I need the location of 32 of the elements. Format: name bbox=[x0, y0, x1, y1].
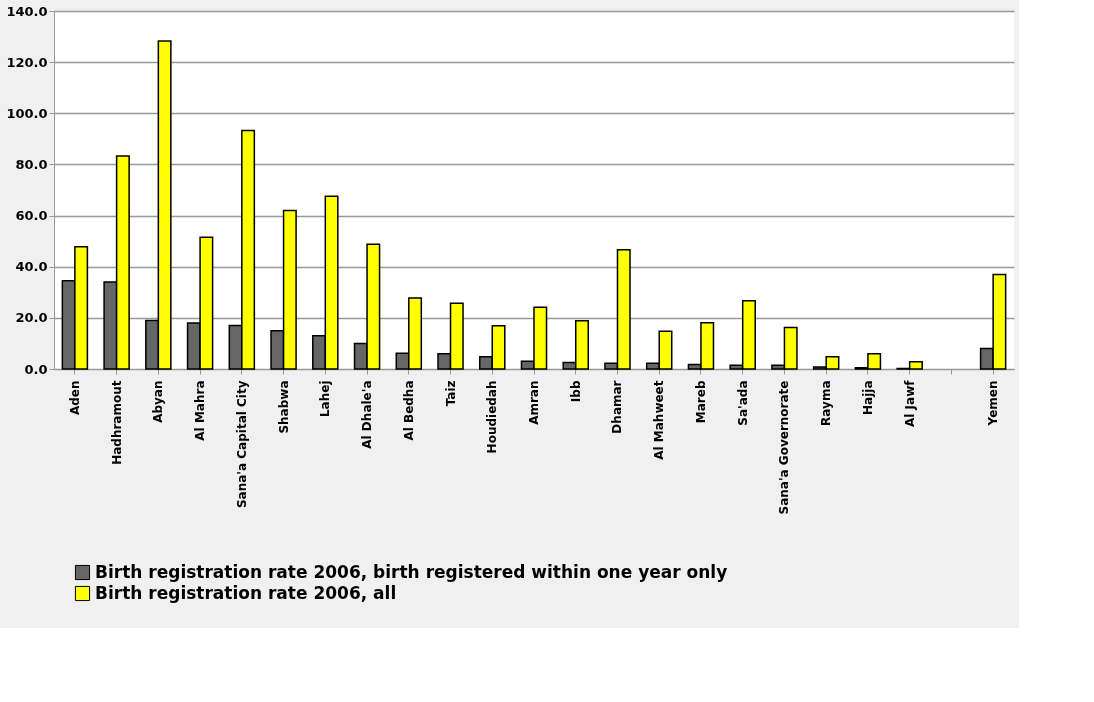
y-tick-label: 40.0 bbox=[15, 259, 48, 275]
x-tick-label: Al Jawf bbox=[902, 379, 917, 427]
x-tick-label: Ibb bbox=[568, 380, 583, 403]
x-tick-label: Al Bedha bbox=[401, 380, 416, 441]
x-tick-label: Amran bbox=[527, 380, 541, 425]
x-tick-label: Aden bbox=[67, 380, 82, 416]
x-tick-label: Hajja bbox=[860, 380, 875, 415]
y-tick-label: 20.0 bbox=[15, 310, 48, 326]
x-tick-label: Sana'a Capital City bbox=[234, 380, 249, 509]
legend-label: Birth registration rate 2006, birth registered within one year only bbox=[95, 561, 728, 582]
x-tick-label: Al Mahweet bbox=[652, 380, 667, 460]
x-tick-label: Lahej bbox=[318, 380, 333, 418]
y-tick-label: 100.0 bbox=[6, 105, 48, 121]
x-tick-label: Dhamar bbox=[610, 380, 625, 434]
x-tick-label: Taiz bbox=[443, 380, 458, 407]
legend-label: Birth registration rate 2006, all bbox=[95, 582, 397, 603]
x-tick-label: Shabwa bbox=[276, 380, 291, 434]
x-tick-label: Houdiedah bbox=[485, 380, 500, 454]
x-tick-label: Abyan bbox=[151, 380, 166, 423]
x-tick-label: Yemen bbox=[986, 380, 1001, 427]
x-tick-label: Al Mahra bbox=[193, 380, 208, 441]
y-tick-label: 120.0 bbox=[6, 54, 48, 70]
x-tick-label: Sana'a Governorate bbox=[777, 380, 792, 515]
x-tick-label: Mareb bbox=[693, 380, 708, 424]
x-tick-label: Sa'ada bbox=[735, 380, 750, 426]
y-tick-label: 140.0 bbox=[6, 3, 48, 19]
y-tick-label: 60.0 bbox=[15, 208, 48, 224]
x-tick-label: Rayma bbox=[819, 380, 834, 426]
y-tick-label: 0.0 bbox=[24, 361, 48, 377]
x-tick-label: Hadhramout bbox=[109, 380, 124, 465]
y-tick-label: 80.0 bbox=[15, 156, 48, 172]
x-tick-label: Al Dhale'a bbox=[360, 380, 375, 449]
